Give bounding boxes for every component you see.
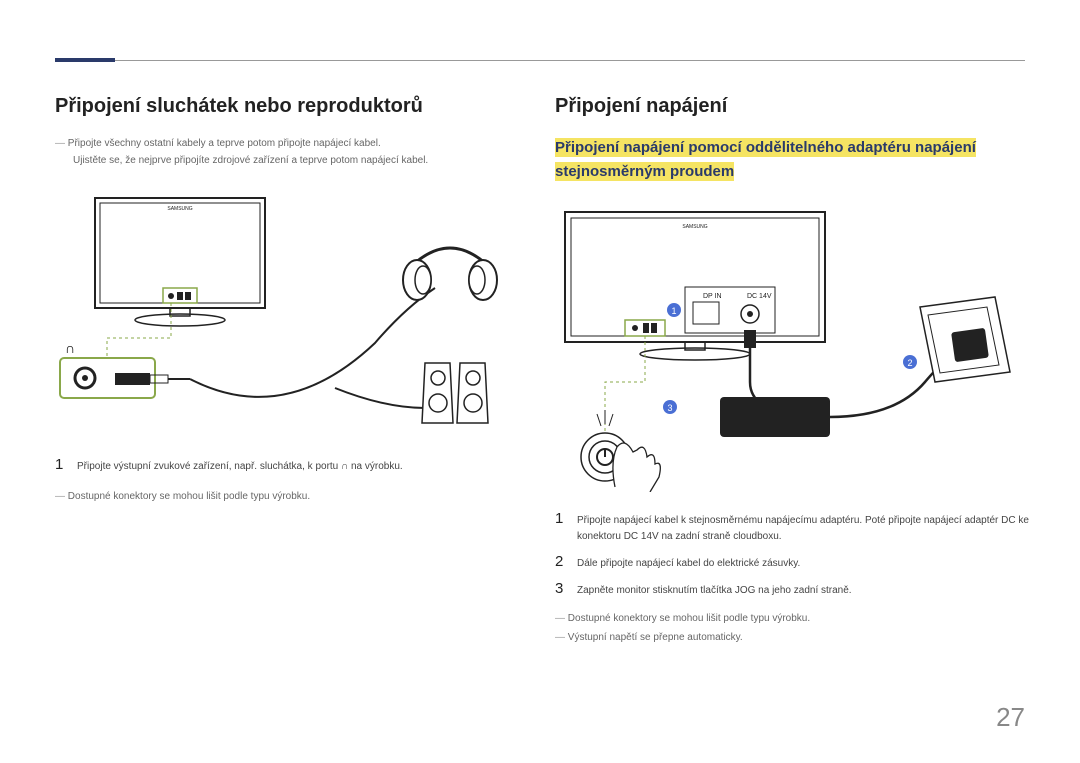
speakers-icon (422, 363, 488, 423)
step-text: Připojte napájecí kabel k stejnosměrnému… (577, 510, 1030, 545)
right-column: Připojení napájení Připojení napájení po… (555, 95, 1030, 647)
brand-label: SAMSUNG (682, 224, 707, 230)
right-step-3: 3 Zapněte monitor stisknutím tlačítka JO… (555, 580, 1030, 599)
left-step-1: 1 Připojte výstupní zvukové zařízení, na… (55, 456, 515, 475)
right-heading: Připojení napájení (555, 95, 1030, 118)
left-note-1: Připojte všechny ostatní kabely a teprve… (55, 136, 515, 151)
callout-3: 3 (667, 403, 672, 413)
right-step-1: 1 Připojte napájecí kabel k stejnosměrné… (555, 510, 1030, 545)
callout-1: 1 (671, 306, 676, 316)
right-note-2: Výstupní napětí se přepne automaticky. (555, 630, 1030, 645)
headphone-port-icon: ∩ (65, 340, 75, 356)
step-text: Zapněte monitor stisknutím tlačítka JOG … (577, 580, 852, 599)
left-note-2: Dostupné konektory se mohou lišit podle … (55, 489, 515, 504)
step-number: 2 (555, 553, 577, 570)
right-note-1: Dostupné konektory se mohou lišit podle … (555, 611, 1030, 626)
header-rule (55, 60, 1025, 61)
page-number: 27 (996, 702, 1025, 733)
step-number: 1 (555, 510, 577, 527)
left-heading: Připojení sluchátek nebo reproduktorů (55, 95, 515, 118)
dc-label: DC 14V (747, 293, 772, 300)
step-number: 1 (55, 456, 77, 473)
callout-2: 2 (907, 358, 912, 368)
step-text: Připojte výstupní zvukové zařízení, např… (77, 456, 403, 475)
step-text: Dále připojte napájecí kabel do elektric… (577, 553, 800, 572)
step-number: 3 (555, 580, 577, 597)
power-diagram: SAMSUNG DP IN DC 14V 1 (555, 202, 1030, 492)
right-subheading: Připojení napájení pomocí oddělitelného … (555, 138, 976, 181)
right-subheading-wrap: Připojení napájení pomocí oddělitelného … (555, 136, 1030, 184)
left-note-1b: Ujistěte se, že nejprve připojíte zdrojo… (73, 153, 515, 168)
header-accent (55, 58, 115, 62)
left-column: Připojení sluchátek nebo reproduktorů Př… (55, 95, 515, 506)
dp-label: DP IN (703, 293, 722, 300)
right-step-2: 2 Dále připojte napájecí kabel do elektr… (555, 553, 1030, 572)
brand-label: SAMSUNG (167, 206, 192, 212)
headphone-diagram: SAMSUNG ∩ (55, 188, 515, 438)
